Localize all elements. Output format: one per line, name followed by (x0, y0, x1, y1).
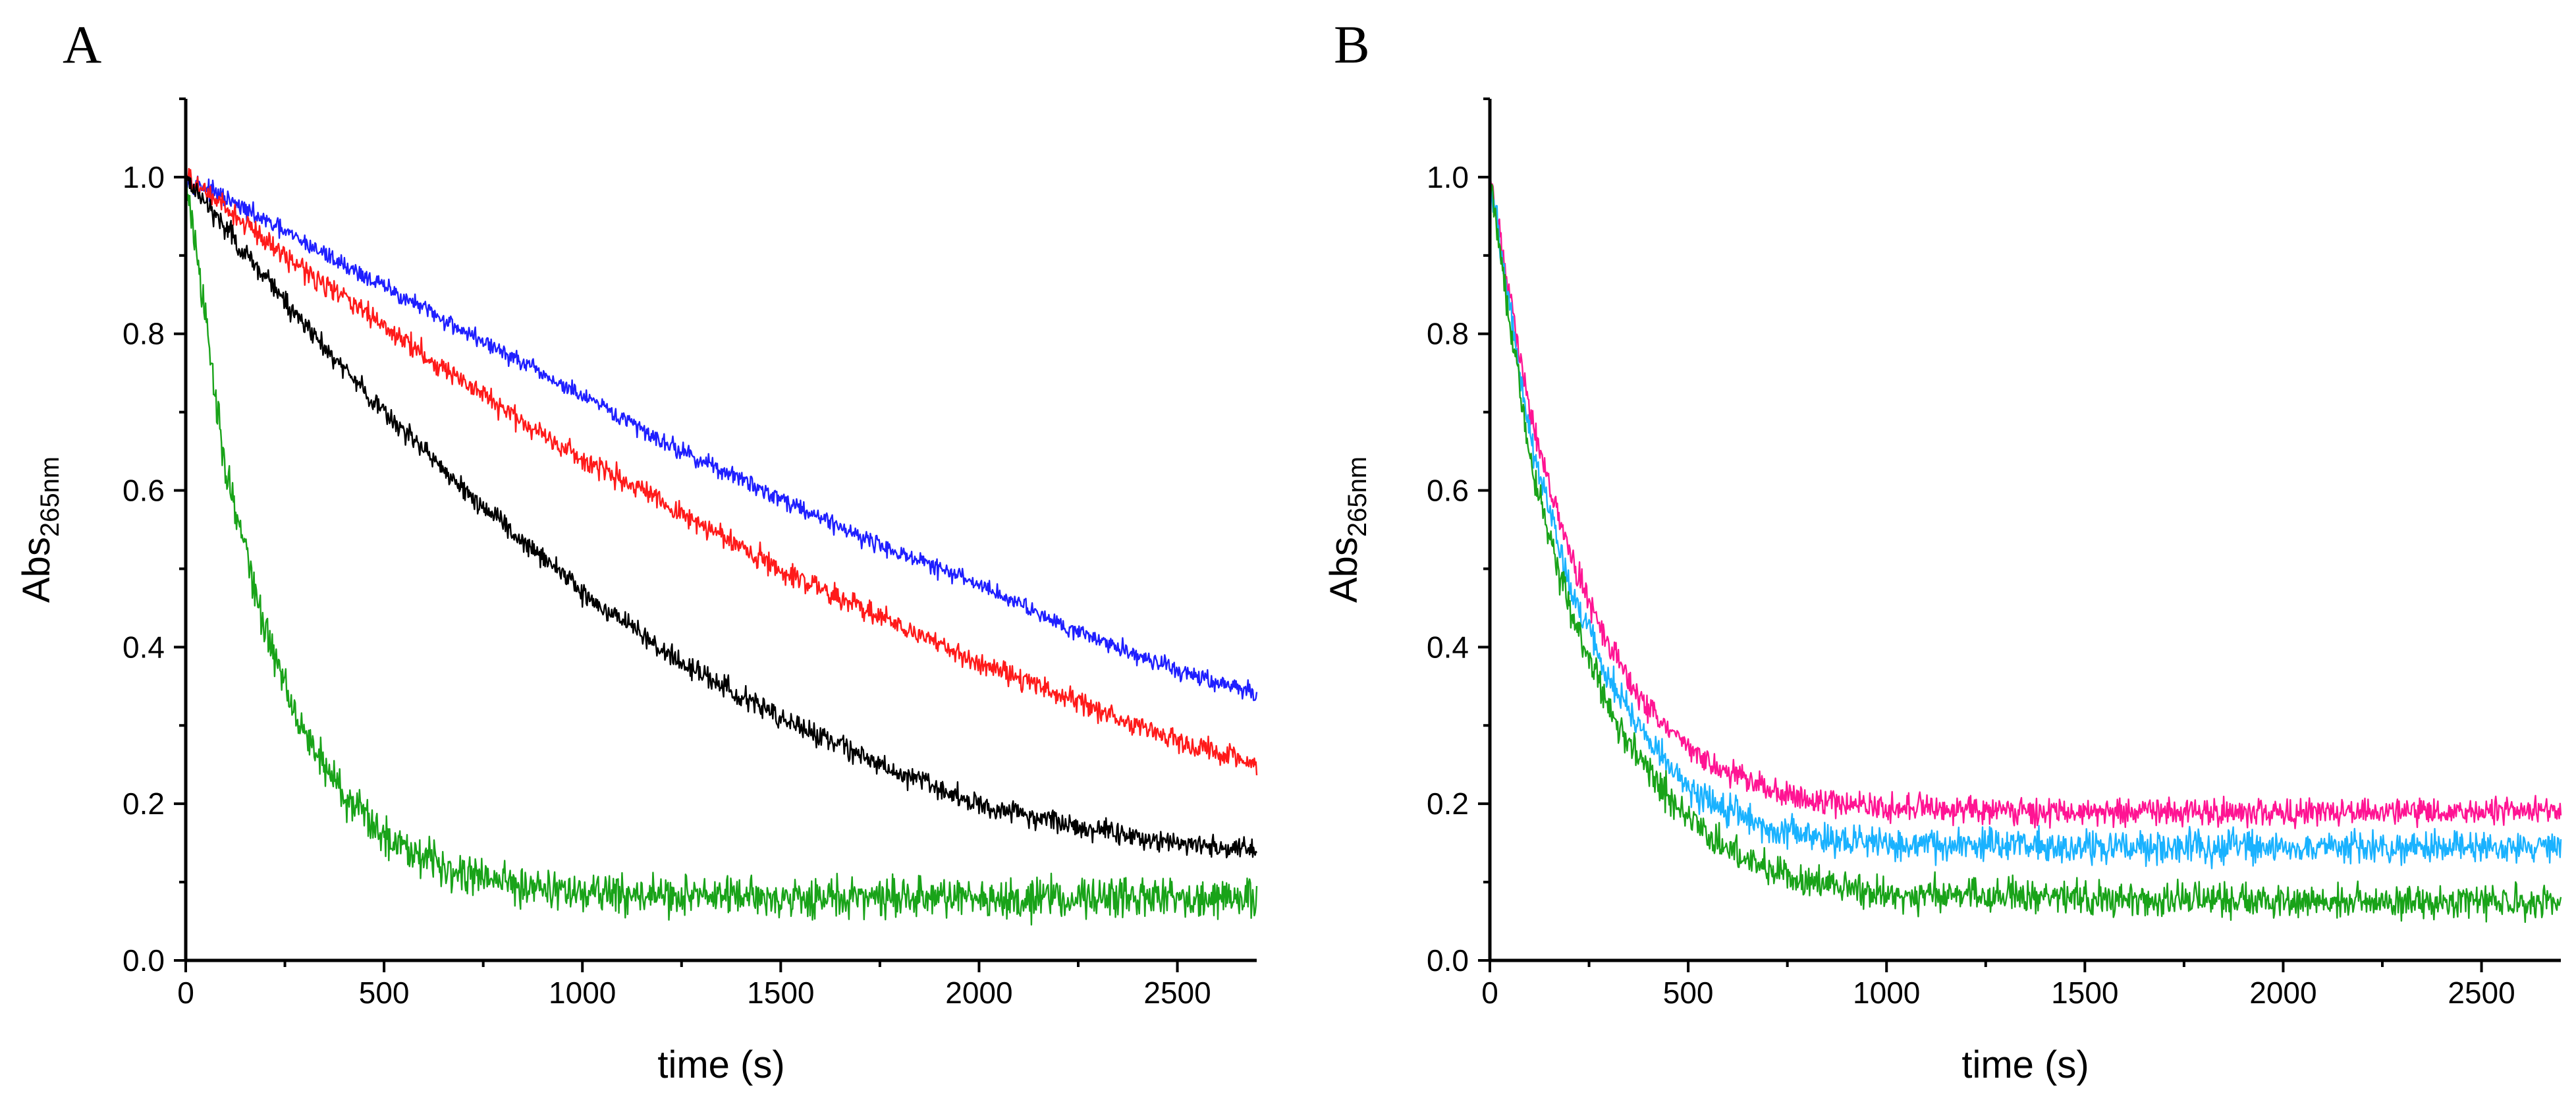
y-axis-title-main: Abs (1323, 537, 1365, 603)
series-blue-line (184, 174, 1258, 702)
y-tick-label: 0.8 (123, 317, 165, 351)
x-tick-label: 1500 (2051, 976, 2118, 1010)
x-tick-label: 2000 (2249, 976, 2316, 1010)
series-black-line (184, 175, 1258, 859)
y-tick-label: 1.0 (1427, 160, 1469, 194)
x-tick-label: 1000 (1853, 976, 1920, 1010)
x-tick-label: 1000 (549, 976, 616, 1010)
y-axis-title: Abs265nm (1323, 456, 1372, 603)
y-axis-title-subscript: 265nm (36, 456, 65, 537)
panel-label-a: A (63, 14, 101, 74)
x-tick-label: 500 (1663, 976, 1714, 1010)
series-cyan-line (1489, 177, 2562, 870)
y-tick-label: 0.4 (123, 630, 165, 664)
panel-label-b: B (1334, 14, 1370, 74)
series-green-line (1489, 177, 2562, 924)
y-axis-title-main: Abs (15, 537, 58, 603)
y-tick-label: 0.2 (123, 787, 165, 821)
y-tick-label: 0.0 (1427, 943, 1469, 978)
y-tick-label: 1.0 (123, 160, 165, 194)
y-tick-label: 0.2 (1427, 787, 1469, 821)
y-tick-label: 0.6 (1427, 474, 1469, 508)
x-tick-label: 2000 (945, 976, 1012, 1010)
x-tick-label: 1500 (747, 976, 814, 1010)
series-green-line (184, 175, 1258, 926)
x-tick-label: 2500 (2448, 976, 2515, 1010)
x-axis-title: time (s) (1961, 1043, 2089, 1086)
y-tick-label: 0.6 (123, 474, 165, 508)
panel-a: A 0 500 1000 1500 2000 2500 0.0 0.2 0.4 0.6 0.8 1.0… (15, 14, 1258, 1086)
series-magenta-line (1489, 177, 2562, 829)
y-tick-label: 0.0 (123, 943, 165, 978)
y-axis-title-subscript: 265nm (1343, 456, 1372, 537)
panel-b: B 0 500 1000 1500 2000 2500 0.0 0.2 0.4 0.6 0.8 1.0… (1323, 14, 2562, 1086)
y-tick-label: 0.4 (1427, 630, 1469, 664)
x-tick-label: 0 (1481, 976, 1498, 1010)
x-axis-title: time (s) (657, 1043, 784, 1086)
x-tick-label: 2500 (1143, 976, 1211, 1010)
x-tick-label: 0 (177, 976, 194, 1010)
x-tick-label: 500 (359, 976, 410, 1010)
y-axis-title: Abs265nm (15, 456, 65, 603)
series-red-line (184, 167, 1258, 775)
y-tick-label: 0.8 (1427, 317, 1469, 351)
